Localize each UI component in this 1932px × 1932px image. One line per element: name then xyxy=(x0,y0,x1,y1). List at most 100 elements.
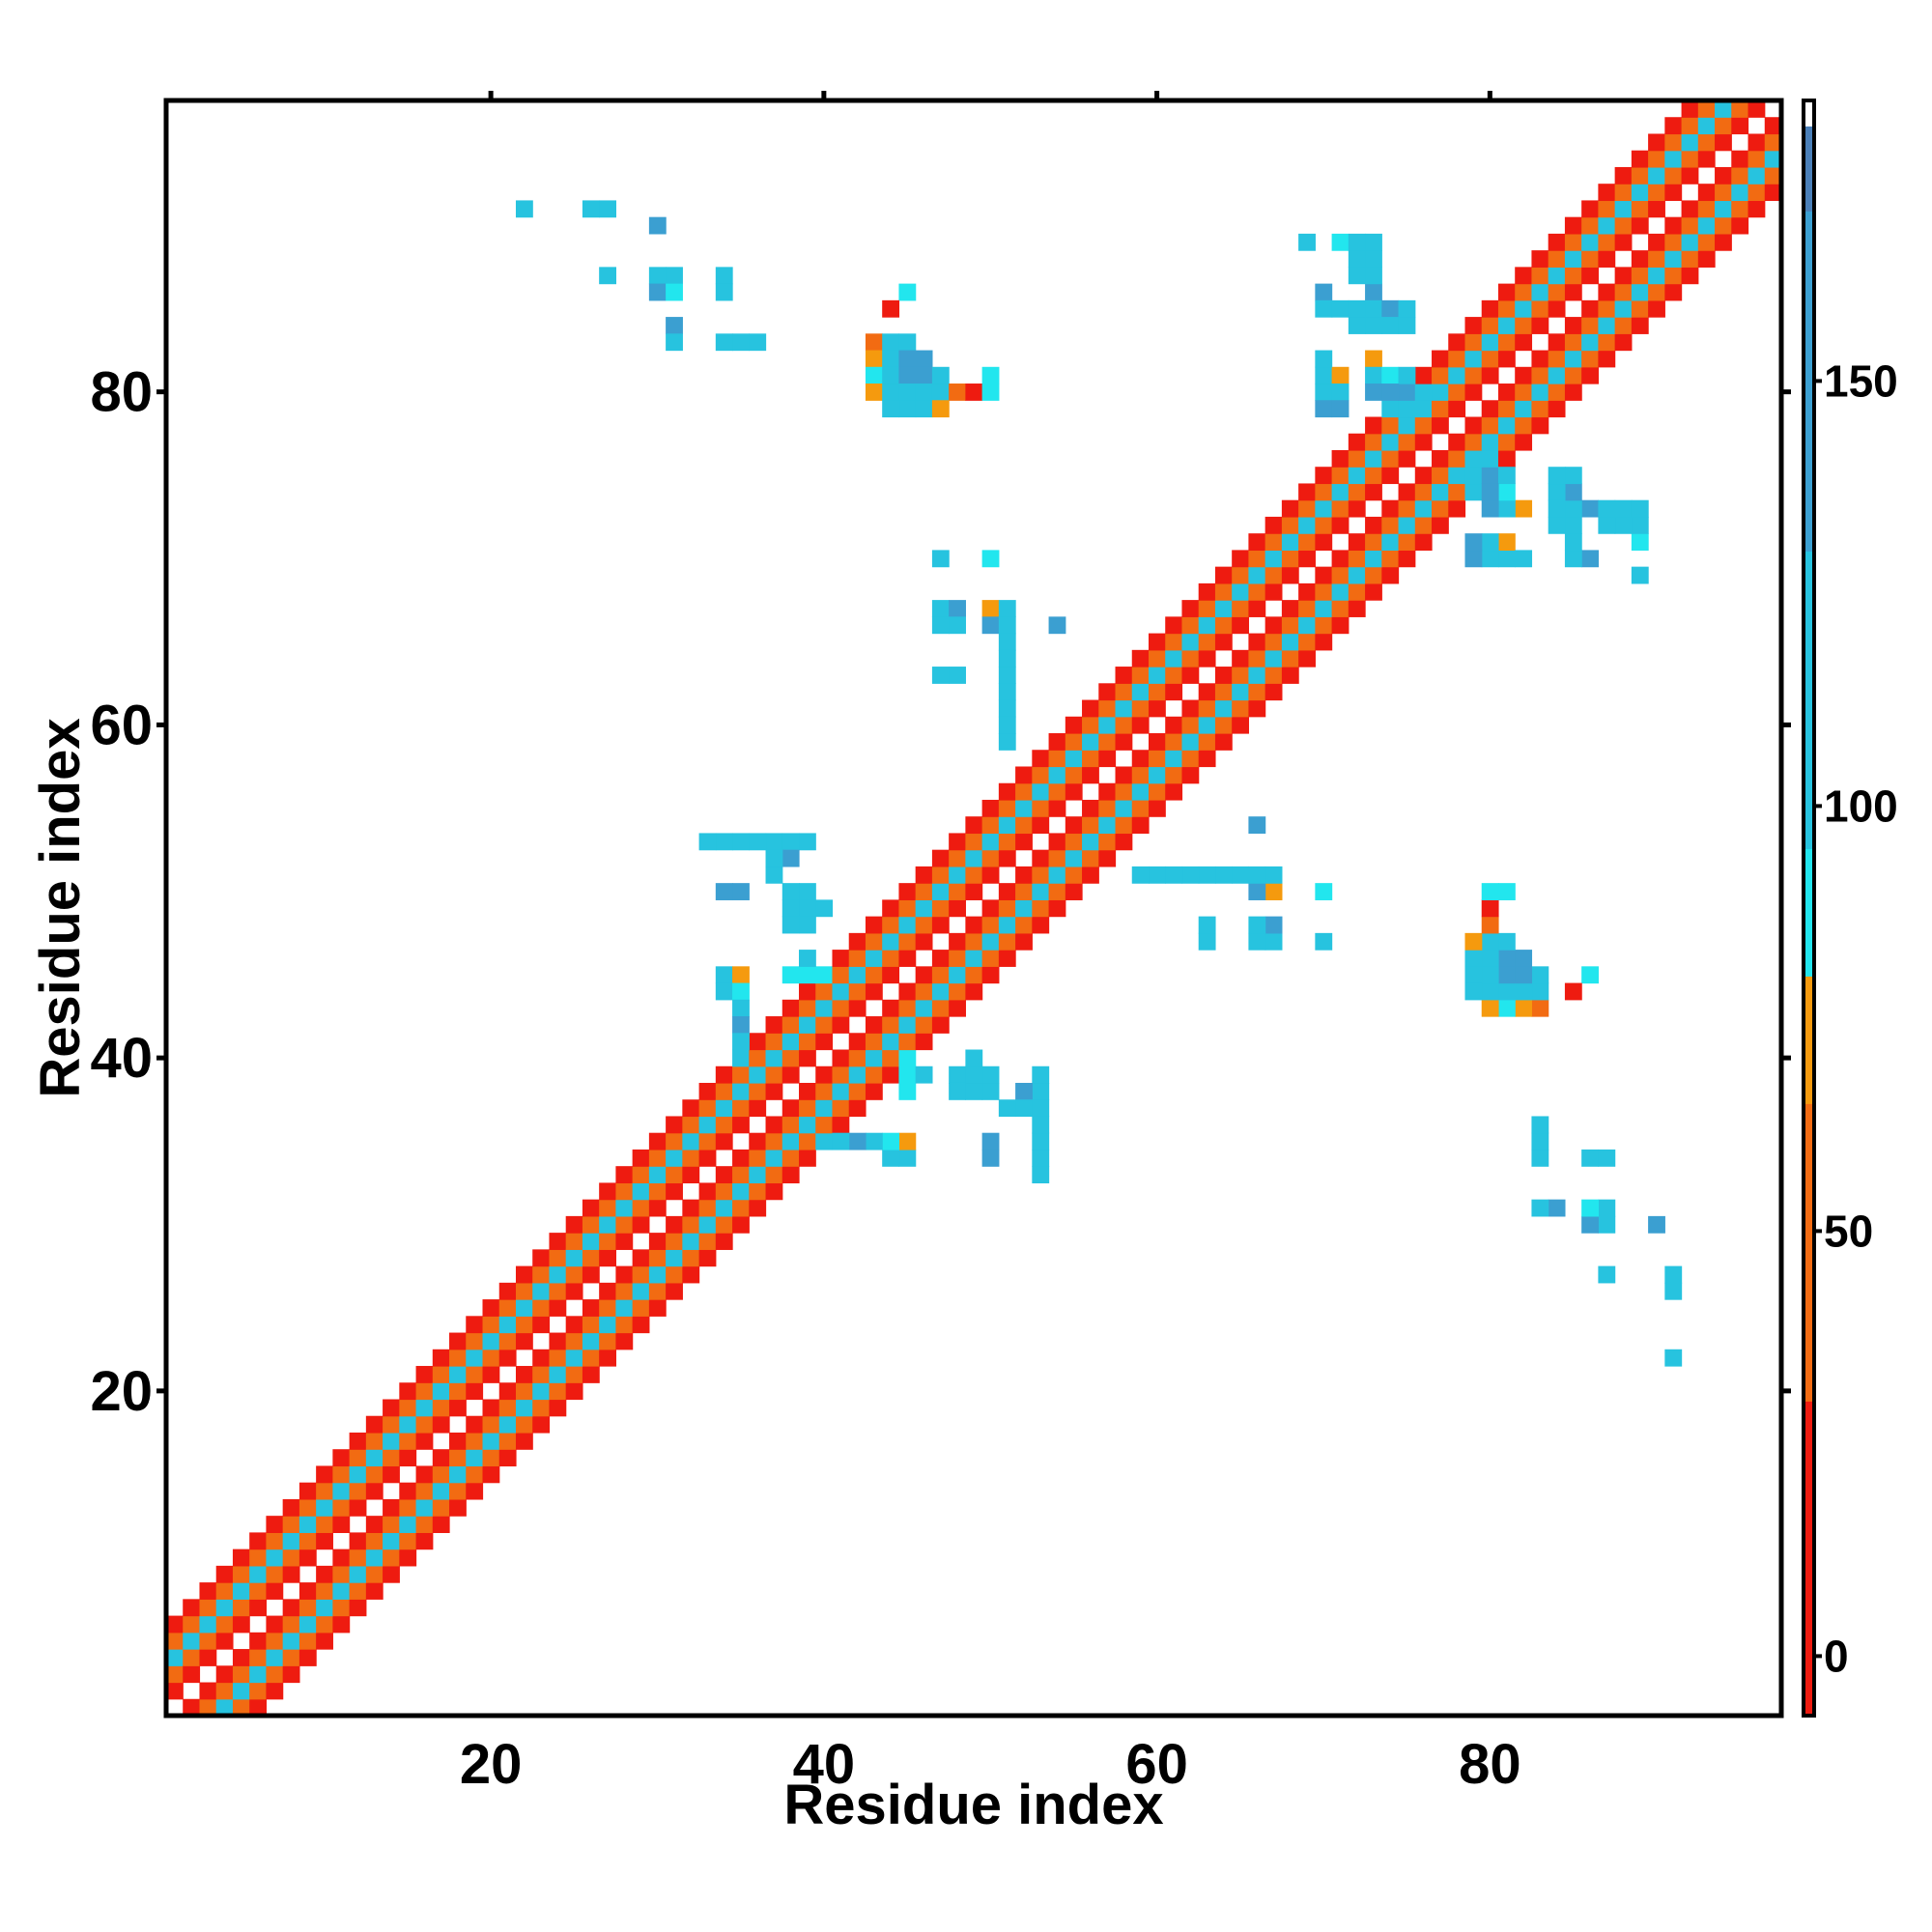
heatmap-cell xyxy=(515,1332,533,1350)
heatmap-cell xyxy=(349,1532,367,1550)
heatmap-cell xyxy=(1515,950,1533,967)
heatmap-cell xyxy=(1764,117,1782,135)
heatmap-cell xyxy=(183,1649,201,1666)
heatmap-cell xyxy=(765,1016,783,1034)
heatmap-cell xyxy=(1631,566,1649,584)
heatmap-cell xyxy=(1481,982,1499,1001)
heatmap-cell xyxy=(166,1632,184,1650)
heatmap-cell xyxy=(1432,400,1449,418)
heatmap-cell xyxy=(648,267,667,285)
heatmap-cell xyxy=(1515,384,1533,401)
heatmap-cell xyxy=(749,1199,767,1217)
heatmap-cell xyxy=(1448,483,1466,501)
heatmap-cell xyxy=(1165,866,1183,884)
heatmap-cell xyxy=(632,1182,650,1201)
heatmap-cell xyxy=(865,966,883,984)
heatmap-cell xyxy=(732,999,750,1017)
heatmap-cell xyxy=(848,950,867,967)
heatmap-cell xyxy=(466,1316,484,1334)
heatmap-cell xyxy=(1298,483,1316,501)
heatmap-cell xyxy=(898,999,917,1017)
heatmap-cell xyxy=(865,950,883,967)
heatmap-cell xyxy=(898,333,917,352)
heatmap-cell xyxy=(1631,499,1649,518)
heatmap-cell xyxy=(749,1182,767,1201)
heatmap-cell xyxy=(1614,166,1633,185)
heatmap-cell xyxy=(1731,100,1749,118)
heatmap-cell xyxy=(1115,699,1133,718)
heatmap-cell xyxy=(1715,233,1732,251)
heatmap-cell xyxy=(1664,166,1683,185)
heatmap-cell xyxy=(316,1582,333,1600)
heatmap-cell xyxy=(515,1366,533,1383)
heatmap-cell xyxy=(183,1599,201,1617)
heatmap-cell xyxy=(799,1099,816,1118)
heatmap-cell xyxy=(882,350,900,368)
y-tick-label: 60 xyxy=(90,694,153,756)
heatmap-cell xyxy=(949,899,966,918)
heatmap-cell xyxy=(1398,433,1416,451)
heatmap-cell xyxy=(1315,400,1333,418)
heatmap-cell xyxy=(349,1498,367,1517)
heatmap-cell xyxy=(399,1449,417,1467)
heatmap-cell xyxy=(1232,600,1250,617)
heatmap-cell xyxy=(931,966,950,984)
heatmap-cell xyxy=(449,1332,467,1350)
heatmap-cell xyxy=(549,1249,567,1267)
heatmap-cell xyxy=(1497,533,1516,552)
heatmap-cell xyxy=(882,1016,900,1034)
heatmap-cell xyxy=(199,1615,217,1634)
heatmap-cell xyxy=(298,1632,317,1650)
heatmap-cell xyxy=(532,1265,551,1284)
heatmap-cell xyxy=(1731,184,1749,202)
heatmap-cell xyxy=(732,333,750,352)
heatmap-cell xyxy=(666,1166,683,1184)
heatmap-cell xyxy=(1248,649,1266,668)
heatmap-cell xyxy=(615,1182,634,1201)
heatmap-cell xyxy=(898,1149,917,1167)
heatmap-cell xyxy=(1032,1149,1050,1167)
heatmap-cell xyxy=(349,1548,367,1567)
heatmap-cell xyxy=(1414,499,1433,518)
heatmap-cell xyxy=(1548,516,1566,534)
heatmap-cell xyxy=(981,816,1000,835)
heatmap-cell xyxy=(1448,333,1466,352)
heatmap-cell xyxy=(1548,483,1566,501)
heatmap-cell xyxy=(715,1199,733,1217)
heatmap-cell xyxy=(632,1149,650,1167)
heatmap-cell xyxy=(1631,150,1649,168)
heatmap-cell xyxy=(1648,133,1665,152)
heatmap-cell xyxy=(1032,799,1050,817)
heatmap-cell xyxy=(732,1149,750,1167)
heatmap-cell xyxy=(965,966,983,984)
heatmap-cell xyxy=(1048,866,1066,884)
heatmap-cell xyxy=(882,400,900,418)
heatmap-cell xyxy=(865,982,883,1001)
heatmap-cell xyxy=(931,883,950,900)
colorbar-band xyxy=(1804,551,1814,849)
heatmap-cell xyxy=(332,1482,351,1500)
heatmap-cell xyxy=(282,1599,300,1617)
heatmap-cell xyxy=(666,1132,683,1151)
heatmap-cell xyxy=(1631,533,1649,552)
heatmap-cell xyxy=(832,999,850,1017)
heatmap-cell xyxy=(915,999,933,1017)
heatmap-cell xyxy=(815,1082,834,1100)
heatmap-cell xyxy=(1681,233,1699,251)
heatmap-cell xyxy=(882,1132,900,1151)
heatmap-cell xyxy=(282,1532,300,1550)
heatmap-cell xyxy=(1581,1199,1599,1217)
heatmap-cell xyxy=(199,1599,217,1617)
heatmap-cell xyxy=(981,899,1000,918)
heatmap-cell xyxy=(1365,550,1382,568)
heatmap-cell xyxy=(998,649,1016,668)
heatmap-cell xyxy=(781,1049,800,1067)
heatmap-cell xyxy=(515,1316,533,1334)
heatmap-cell xyxy=(316,1615,333,1634)
heatmap-cell xyxy=(698,1149,717,1167)
heatmap-cell xyxy=(1531,317,1549,334)
heatmap-cell xyxy=(1697,233,1716,251)
heatmap-cell xyxy=(1481,416,1499,435)
heatmap-cell xyxy=(1614,299,1633,318)
y-tick-label: 80 xyxy=(90,361,153,424)
